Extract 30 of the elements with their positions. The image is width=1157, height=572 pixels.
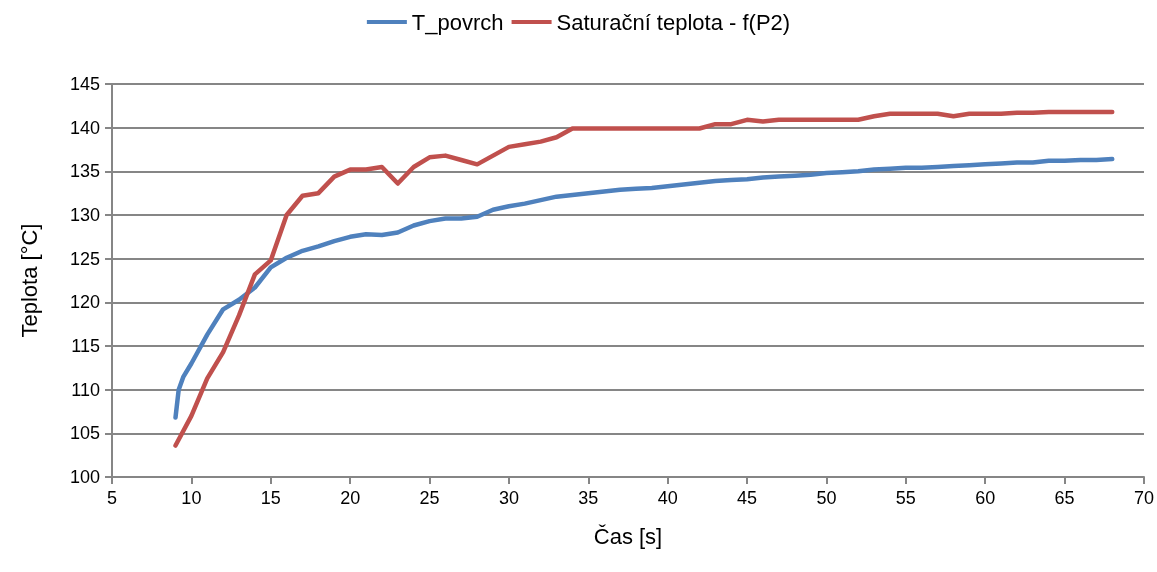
y-tick-label: 140 (69, 117, 100, 138)
y-tick-label: 115 (71, 336, 100, 356)
x-tick-label: 30 (498, 488, 519, 508)
y-axis-title: Teplota [°C] (16, 223, 42, 338)
x-tick-label: 65 (1054, 488, 1075, 508)
x-tick-label: 60 (975, 488, 996, 508)
y-tick-label: 130 (69, 205, 100, 225)
x-tick-label: 15 (260, 488, 281, 508)
x-tick-label: 70 (1133, 488, 1154, 508)
x-tick-label: 25 (419, 488, 440, 508)
y-tick-label: 100 (69, 467, 100, 487)
y-tick-label: 125 (69, 248, 100, 269)
legend-label: T_povrch (411, 9, 504, 35)
x-tick-label: 50 (816, 488, 837, 508)
line-series (173, 156, 1115, 420)
x-tick-label: 40 (657, 488, 678, 508)
x-tick-label: 55 (895, 488, 916, 508)
y-tick-label: 120 (69, 292, 100, 313)
x-tick-label: 35 (578, 488, 599, 508)
y-tick-label: 110 (71, 379, 100, 400)
x-tick-label: 10 (181, 488, 202, 508)
x-tick-label: 45 (737, 488, 758, 508)
y-tick-label: 135 (69, 161, 100, 182)
y-tick-label: 105 (69, 423, 100, 444)
x-tick-label: 20 (340, 488, 361, 508)
line-series (173, 109, 1115, 448)
y-tick-label: 145 (69, 74, 100, 94)
x-axis-title: Čas [s] (593, 523, 663, 549)
legend-label: Saturační teplota - f(P2) (556, 9, 791, 35)
x-tick-label: 5 (106, 488, 118, 508)
